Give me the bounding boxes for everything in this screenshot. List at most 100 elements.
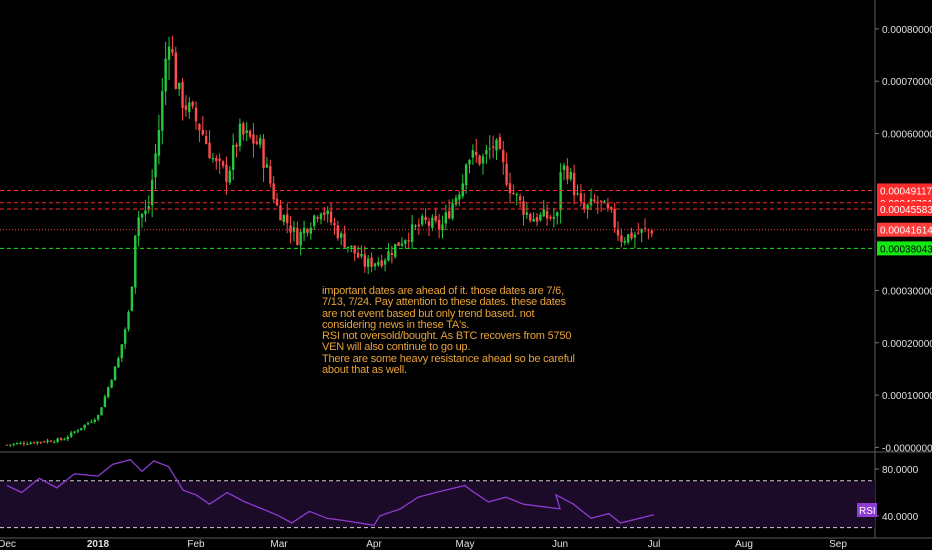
candle-body bbox=[333, 222, 336, 226]
candle-body bbox=[505, 163, 508, 185]
x-tick-label: Aug bbox=[735, 539, 753, 550]
rsi-badge-label: RSI bbox=[859, 506, 876, 517]
candle-body bbox=[144, 210, 147, 215]
candle-body bbox=[566, 166, 569, 180]
candle-body bbox=[248, 130, 252, 137]
candle-body bbox=[100, 407, 103, 416]
y-tick-label: 0.00010000 bbox=[882, 391, 932, 402]
candle-body bbox=[194, 107, 198, 122]
candle-body bbox=[319, 213, 323, 220]
level-badge bbox=[877, 241, 932, 256]
candle-body bbox=[231, 145, 235, 170]
candle-body bbox=[235, 144, 238, 147]
candle-body bbox=[569, 171, 572, 180]
candle-body bbox=[279, 205, 282, 221]
level-label: 0.00049117 bbox=[880, 186, 932, 197]
candle-body bbox=[86, 422, 90, 425]
candle-body bbox=[26, 444, 29, 446]
candle-body bbox=[225, 164, 228, 182]
candle-body bbox=[552, 217, 556, 219]
candle-body bbox=[556, 212, 559, 217]
candle-body bbox=[630, 232, 633, 239]
y-tick-label: 0.00060000 bbox=[882, 130, 932, 141]
rsi-tick-label: 40.0000 bbox=[882, 512, 919, 523]
candle-body bbox=[360, 253, 363, 257]
candle-body bbox=[518, 196, 522, 201]
candle-body bbox=[579, 193, 583, 202]
candle-body bbox=[110, 379, 113, 388]
candle-body bbox=[367, 258, 370, 267]
candle-body bbox=[238, 123, 242, 147]
x-tick-label: Jun bbox=[552, 539, 568, 550]
candle-body bbox=[285, 214, 289, 224]
candle-body bbox=[174, 52, 177, 90]
candle-body bbox=[80, 427, 83, 431]
candle-body bbox=[323, 212, 326, 215]
candle-body bbox=[32, 442, 36, 444]
candle-body bbox=[464, 164, 468, 186]
candle-body bbox=[410, 224, 414, 243]
candle-body bbox=[218, 158, 221, 161]
candle-body bbox=[5, 444, 9, 446]
candle-body bbox=[184, 105, 188, 110]
level-label: 0.00041614 bbox=[880, 226, 932, 237]
candle-body bbox=[539, 214, 542, 221]
candle-body bbox=[154, 153, 157, 178]
candle-body bbox=[643, 228, 647, 230]
candle-body bbox=[56, 438, 59, 442]
level-badge bbox=[877, 201, 932, 216]
candle-body bbox=[316, 217, 319, 219]
candle-body bbox=[39, 441, 42, 443]
candle-body bbox=[478, 155, 481, 165]
candle-body bbox=[508, 183, 512, 194]
rsi-tick-label: 80.0000 bbox=[882, 465, 919, 476]
candle-body bbox=[444, 212, 448, 224]
candle-body bbox=[117, 358, 120, 368]
y-tick-label: 0.00080000 bbox=[882, 25, 932, 36]
candle-body bbox=[73, 431, 76, 433]
candle-body bbox=[42, 441, 46, 443]
candle-body bbox=[340, 233, 343, 238]
candle-body bbox=[59, 438, 63, 440]
candle-body bbox=[265, 164, 269, 168]
candle-body bbox=[302, 228, 306, 234]
candle-body bbox=[181, 82, 184, 108]
candle-body bbox=[275, 198, 279, 206]
candle-body bbox=[458, 194, 461, 200]
candle-body bbox=[350, 245, 353, 248]
x-tick-label: Apr bbox=[366, 539, 382, 550]
candle-body bbox=[495, 139, 498, 151]
candle-body bbox=[437, 219, 441, 230]
candle-body bbox=[191, 102, 194, 107]
x-tick-label: 2018 bbox=[87, 539, 110, 550]
level-badge bbox=[877, 222, 932, 237]
candle-body bbox=[606, 203, 610, 209]
candle-body bbox=[491, 146, 495, 148]
candle-body bbox=[417, 224, 421, 227]
candle-body bbox=[326, 210, 329, 215]
candle-body bbox=[292, 227, 296, 232]
candle-body bbox=[103, 396, 107, 407]
candle-body bbox=[522, 201, 525, 215]
candle-body bbox=[387, 251, 390, 261]
candle-body bbox=[424, 216, 427, 221]
candle-body bbox=[161, 90, 164, 131]
candle-body bbox=[377, 261, 380, 265]
candle-body bbox=[282, 215, 286, 223]
candle-body bbox=[363, 254, 367, 267]
candle-body bbox=[93, 419, 96, 422]
candle-body bbox=[29, 442, 32, 444]
candle-body bbox=[502, 150, 505, 163]
candle-body bbox=[137, 217, 140, 236]
candle-body bbox=[127, 311, 130, 330]
candle-body bbox=[620, 235, 623, 242]
candle-body bbox=[299, 232, 302, 246]
candle-body bbox=[400, 243, 404, 246]
x-tick-label: Dec bbox=[0, 539, 16, 550]
candle-body bbox=[9, 444, 12, 446]
candle-body bbox=[258, 138, 262, 145]
candle-body bbox=[414, 225, 417, 227]
x-tick-label: Sep bbox=[829, 539, 847, 550]
